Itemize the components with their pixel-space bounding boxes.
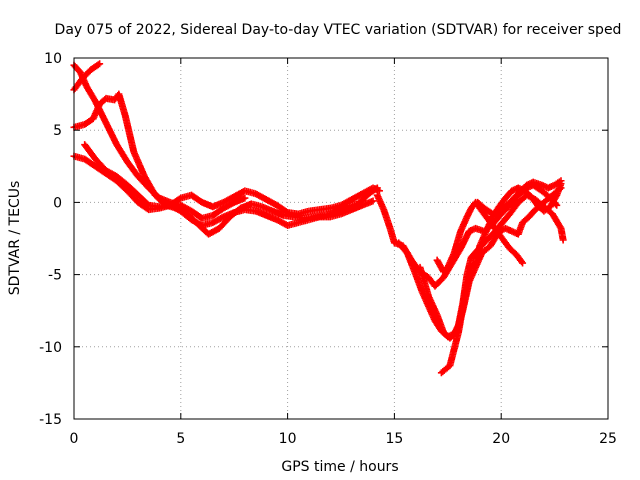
data-marker: [517, 258, 525, 266]
y-axis: 10 5 0 -5 -10 -15: [39, 51, 608, 428]
x-tick-label: 15: [385, 431, 403, 447]
y-tick-label: 0: [53, 195, 62, 211]
y-tick-label: -15: [39, 412, 62, 428]
x-axis-label: GPS time / hours: [281, 459, 398, 475]
y-axis-label: SDTVAR / TECUs: [7, 181, 23, 296]
data-marker: [94, 61, 102, 69]
series-track-9: [433, 198, 527, 276]
data-point: [241, 194, 249, 202]
y-tick-label: -5: [48, 268, 62, 284]
data-marks: [70, 60, 567, 377]
chart-title: Day 075 of 2022, Sidereal Day-to-day VTE…: [55, 22, 622, 38]
x-tick-label: 0: [70, 431, 79, 447]
data-point: [557, 177, 565, 185]
y-tick-label: 10: [44, 51, 62, 67]
series-track-10: [437, 180, 565, 377]
grid: [74, 58, 608, 419]
data-point: [369, 197, 377, 205]
data-point: [559, 236, 567, 244]
x-tick-label: 25: [599, 431, 617, 447]
series-track-4: [70, 152, 377, 230]
x-axis: 0 5 10 15 20 25: [70, 58, 617, 447]
x-tick-label: 5: [176, 431, 185, 447]
x-tick-label: 10: [279, 431, 297, 447]
data-point: [96, 60, 104, 68]
y-tick-label: -10: [39, 340, 62, 356]
x-tick-label: 20: [492, 431, 510, 447]
y-tick-label: 5: [53, 123, 62, 139]
series-track-11: [474, 177, 565, 218]
data-point: [375, 187, 383, 195]
plot-frame: [73, 57, 609, 420]
data-point: [519, 259, 527, 267]
series-track-5: [81, 141, 383, 218]
